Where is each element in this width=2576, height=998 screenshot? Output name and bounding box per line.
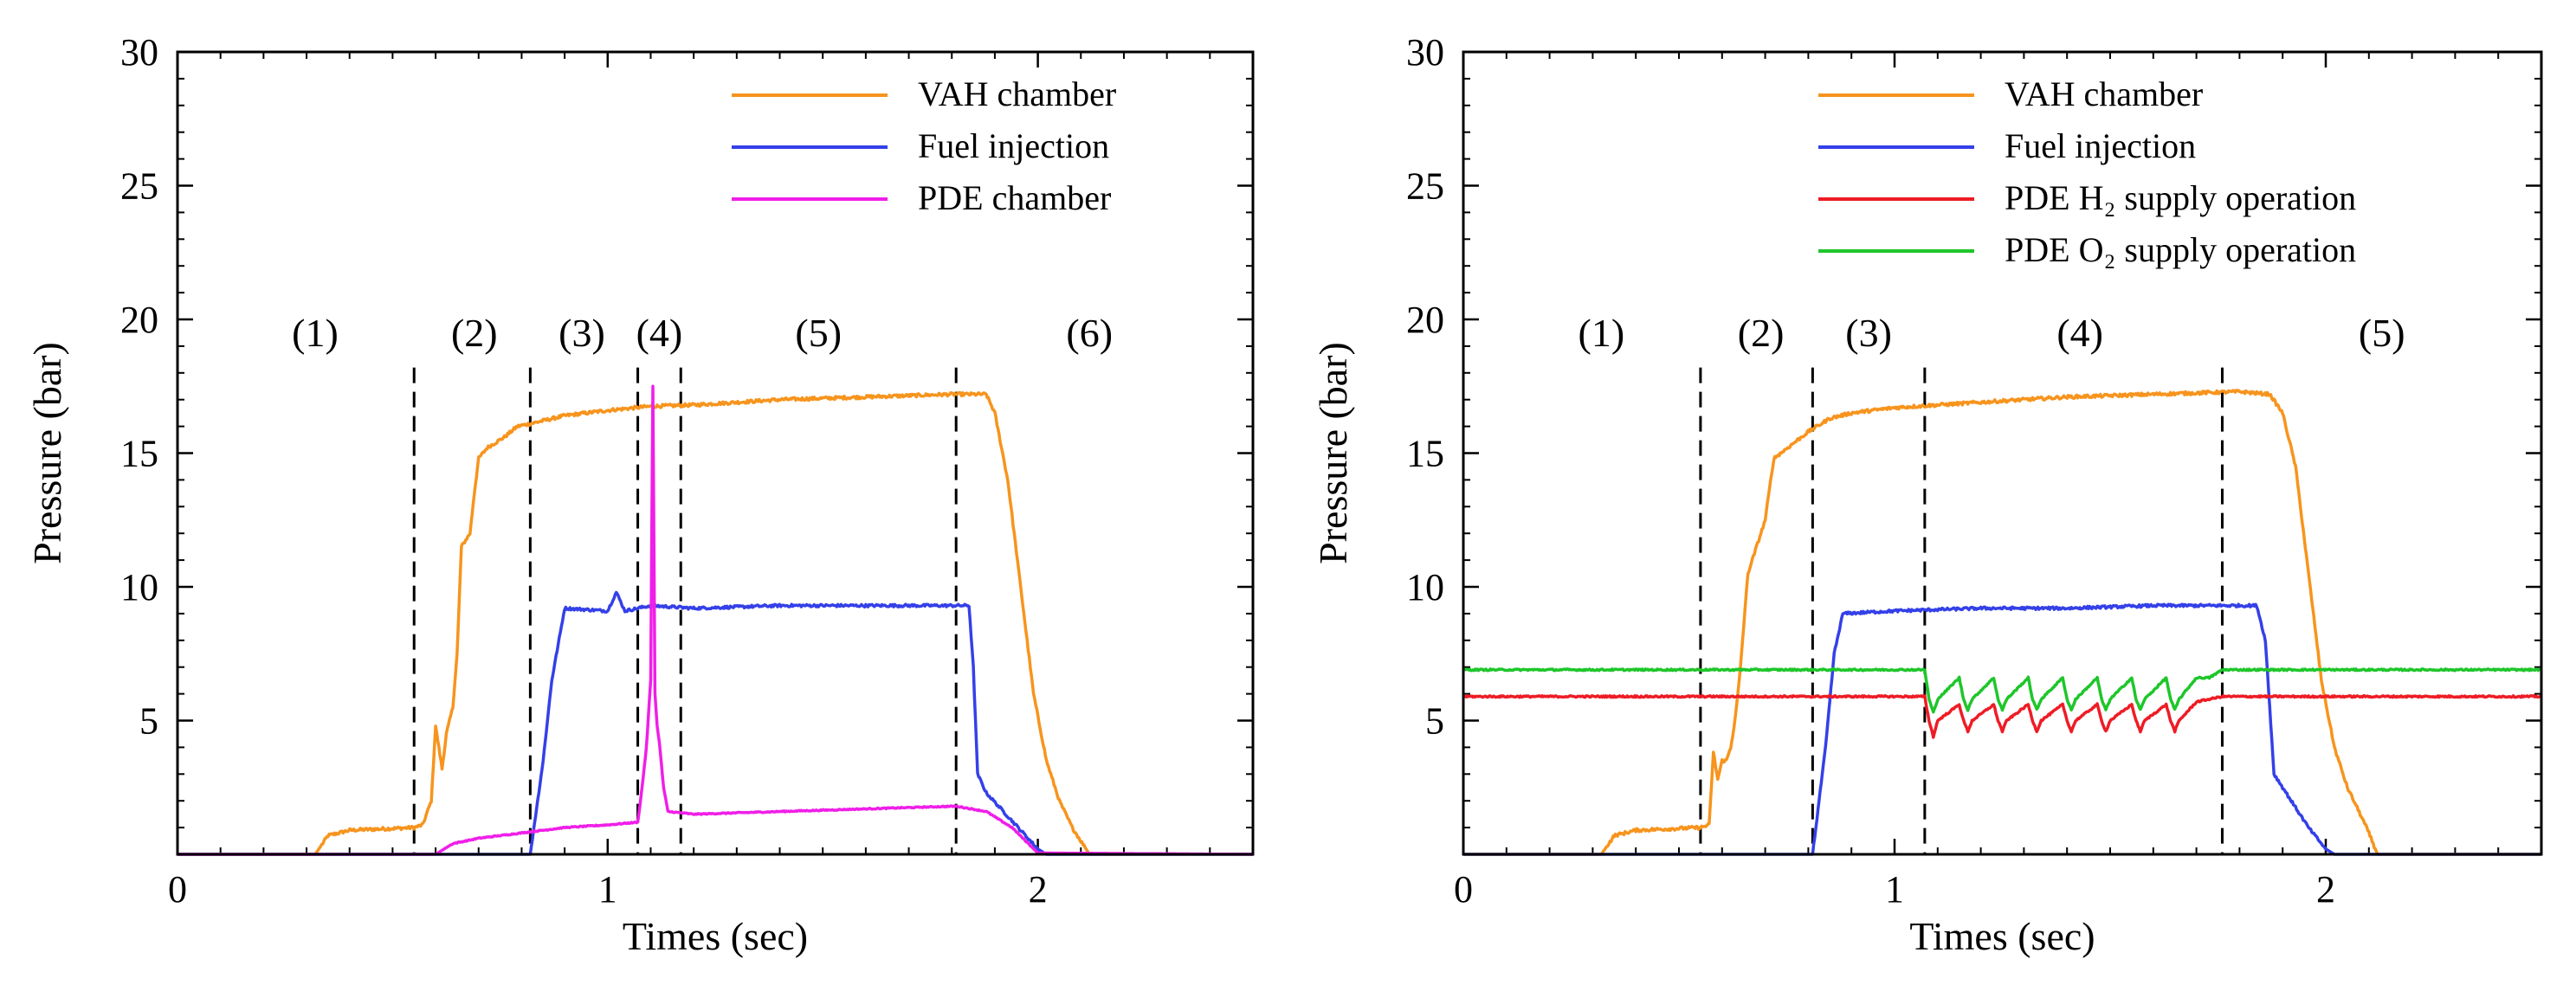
series-line-vah-chamber: [177, 390, 1254, 856]
series-line-pde-h-supply-operation: [1462, 694, 2542, 739]
y-tick-label: 15: [1406, 433, 1444, 475]
x-tick-label: 2: [2316, 868, 2335, 911]
phase-label: (2): [1738, 311, 1785, 355]
phase-label: (2): [451, 311, 498, 355]
legend-label: VAH chamber: [2005, 74, 2203, 113]
legend-label: Fuel injection: [918, 126, 1109, 165]
y-axis-title: Pressure (bar): [25, 342, 69, 564]
phase-label: (3): [1845, 311, 1892, 355]
y-tick-label: 30: [120, 31, 158, 74]
phase-label: (5): [2359, 311, 2405, 355]
y-tick-label: 25: [1406, 165, 1444, 208]
y-axis-title: Pressure (bar): [1311, 342, 1355, 564]
plot-frame: [176, 50, 1255, 856]
x-tick-label: 0: [1454, 868, 1473, 911]
y-tick-label: 5: [139, 700, 158, 743]
x-tick-label: 1: [598, 868, 617, 911]
phase-label: (1): [292, 311, 339, 355]
phase-label: (5): [795, 311, 842, 355]
x-tick-label: 2: [1029, 868, 1048, 911]
phase-label: (1): [1579, 311, 1625, 355]
plot-frame: [1462, 50, 2543, 856]
legend-label: PDE O₂ supply operation: [2005, 230, 2356, 269]
legend-label: PDE chamber: [918, 178, 1111, 217]
x-axis-title: Times (sec): [1909, 914, 2095, 958]
y-tick-label: 10: [120, 566, 158, 608]
x-tick-label: 0: [168, 868, 187, 911]
phase-label: (4): [2056, 311, 2103, 355]
y-tick-label: 5: [1425, 700, 1444, 743]
series-line-pde-o-supply-operation: [1462, 667, 2543, 714]
y-tick-label: 30: [1406, 31, 1444, 74]
y-tick-label: 10: [1406, 566, 1444, 608]
legend-label: Fuel injection: [2005, 126, 2196, 165]
x-axis-title: Times (sec): [623, 914, 808, 958]
series-line-pde-chamber: [177, 384, 1254, 856]
legend-label: PDE H₂ supply operation: [2005, 178, 2356, 217]
y-tick-label: 20: [1406, 299, 1444, 341]
legend-label: VAH chamber: [918, 74, 1116, 113]
phase-label: (3): [558, 311, 605, 355]
x-tick-label: 1: [1885, 868, 1904, 911]
y-tick-label: 20: [120, 299, 158, 341]
phase-label: (4): [636, 311, 683, 355]
y-tick-label: 15: [120, 433, 158, 475]
phase-label: (6): [1066, 311, 1113, 355]
series-line-vah-chamber: [1462, 389, 2542, 856]
y-tick-label: 25: [120, 165, 158, 208]
